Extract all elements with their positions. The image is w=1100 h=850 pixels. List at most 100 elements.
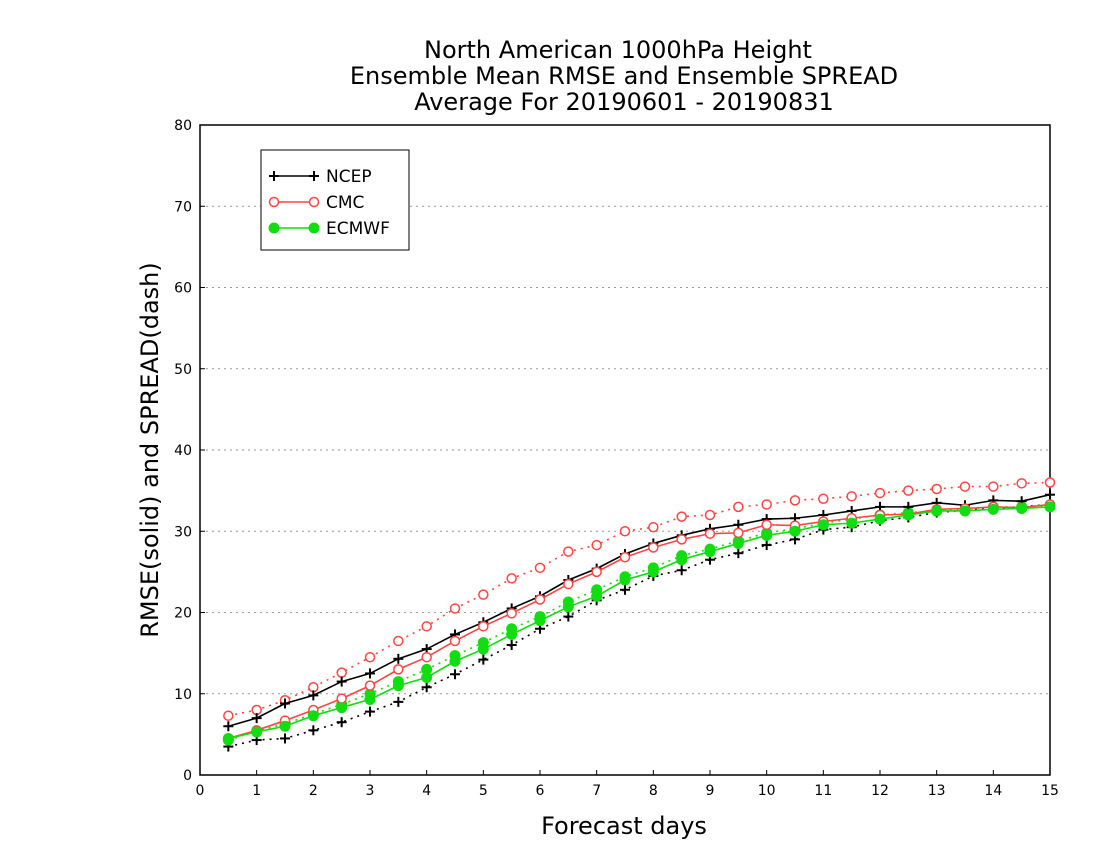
ncep-spread-point: [563, 611, 574, 622]
title-line-3: Average For 20190601 - 20190831: [414, 88, 834, 116]
cmc-spread-point: [874, 487, 886, 499]
cmc-rmse-point: [421, 651, 432, 663]
series-cmc-rmse: [223, 499, 1056, 744]
ncep-spread-point: [478, 654, 489, 665]
x-tick-label: 3: [366, 783, 375, 799]
cmc-spread-point: [223, 710, 234, 721]
legend-item-cmc: CMC: [268, 193, 364, 213]
ecmwf-rmse-point: [761, 529, 773, 541]
cmc-spread-point: [846, 491, 857, 502]
ncep-spread-point: [421, 682, 432, 693]
cmc-spread-point: [761, 499, 772, 510]
ecmwf-rmse-point: [704, 546, 716, 558]
cmc-rmse-point: [676, 534, 687, 545]
x-tick-label: 0: [196, 783, 205, 799]
cmc-spread-point: [704, 509, 716, 521]
cmc-spread-point: [534, 562, 546, 574]
y-tick-label: 10: [174, 687, 192, 703]
x-tick-label: 10: [758, 783, 776, 799]
ecmwf-rmse-point: [1044, 501, 1056, 513]
ncep-rmse-point: [308, 690, 319, 701]
x-axis-ticks: 0 1 2 3 4 5 6 7 8 9 10 11 12 13 14 15: [196, 770, 1059, 799]
title-line-2: Ensemble Mean RMSE and Ensemble SPREAD: [350, 62, 898, 90]
ecmwf-rmse-point: [534, 615, 546, 627]
x-tick-label: 5: [479, 783, 488, 799]
ecmwf-rmse-point: [562, 601, 574, 613]
y-tick-label: 70: [174, 199, 192, 215]
cmc-spread-point: [421, 621, 432, 632]
ncep-spread-point: [393, 696, 404, 707]
ncep-rmse-point: [1045, 489, 1055, 500]
cmc-spread-point: [1044, 477, 1056, 488]
ncep-spread-point: [676, 565, 687, 576]
ecmwf-rmse-point: [591, 590, 603, 602]
x-tick-label: 6: [536, 783, 545, 799]
ecmwf-rmse-point: [251, 726, 263, 738]
ecmwf-rmse-point: [789, 525, 801, 537]
cmc-spread-line: [228, 481, 1051, 717]
ecmwf-rmse-point: [647, 566, 659, 578]
ncep-rmse-point: [336, 676, 347, 687]
legend: NCEP CMC ECMWF: [260, 149, 410, 251]
series-ecmwf-spread: [222, 499, 1056, 746]
series-ncep-spread: [223, 499, 1055, 752]
y-tick-label: 30: [174, 524, 192, 540]
cmc-spread-point: [1016, 478, 1027, 489]
legend-label: CMC: [326, 193, 364, 213]
cmc-spread-point: [733, 501, 744, 513]
cmc-spread-point: [393, 635, 404, 647]
ecmwf-rmse-point: [279, 720, 291, 732]
legend-marker: [269, 171, 279, 181]
cmc-spread-point: [336, 667, 347, 678]
cmc-rmse-point: [336, 693, 347, 704]
ncep-spread-point: [365, 706, 375, 717]
cmc-spread-point: [903, 485, 914, 496]
y-tick-label: 20: [174, 606, 192, 622]
ecmwf-rmse-point: [477, 643, 489, 655]
cmc-spread-point: [449, 603, 461, 614]
ncep-spread-line: [228, 503, 1051, 748]
x-tick-label: 7: [592, 783, 601, 799]
ncep-rmse-point: [280, 698, 290, 709]
ncep-spread-point: [336, 717, 347, 728]
cmc-rmse-point: [733, 527, 744, 539]
ecmwf-rmse-point: [874, 513, 886, 525]
ecmwf-rmse-point: [959, 505, 971, 517]
ncep-rmse-line: [228, 493, 1051, 728]
ecmwf-rmse-point: [392, 680, 404, 692]
y-axis-ticks: 0 10 20 30 40 50 60 70 80: [174, 118, 205, 784]
ncep-spread-point: [308, 725, 319, 736]
title-line-1: North American 1000hPa Height: [424, 36, 812, 64]
legend-marker: [268, 196, 280, 208]
x-tick-label: 13: [928, 783, 946, 799]
cmc-rmse-point: [478, 621, 489, 632]
chart-title: North American 1000hPa Height Ensemble M…: [350, 36, 898, 116]
ncep-rmse-point: [365, 668, 375, 679]
y-axis-label: RMSE(solid) and SPREAD(dash): [136, 262, 164, 638]
ecmwf-rmse-point: [421, 672, 433, 683]
ecmwf-rmse-point: [307, 710, 319, 722]
x-tick-label: 12: [871, 783, 889, 799]
ecmwf-rmse-point: [931, 505, 943, 517]
series-ecmwf-rmse: [222, 501, 1056, 744]
ecmwf-rmse-point: [364, 693, 376, 705]
cmc-spread-point: [789, 495, 801, 506]
cmc-spread-point: [591, 539, 602, 551]
cmc-rmse-point: [393, 664, 404, 675]
ncep-spread-point: [761, 540, 772, 551]
legend-marker: [308, 222, 320, 234]
ncep-rmse-point: [251, 713, 262, 724]
cmc-rmse-point: [364, 680, 376, 691]
cmc-spread-point: [676, 511, 687, 522]
cmc-rmse-point: [648, 542, 659, 553]
cmc-spread-point: [988, 481, 999, 492]
cmc-rmse-point: [591, 566, 602, 578]
ecmwf-rmse-point: [732, 537, 744, 549]
cmc-rmse-point: [534, 594, 546, 605]
y-tick-label: 0: [183, 768, 192, 784]
legend-label: NCEP: [326, 167, 372, 187]
legend-marker: [268, 222, 280, 234]
cmc-rmse-point: [449, 635, 461, 647]
ncep-spread-point: [280, 733, 290, 744]
